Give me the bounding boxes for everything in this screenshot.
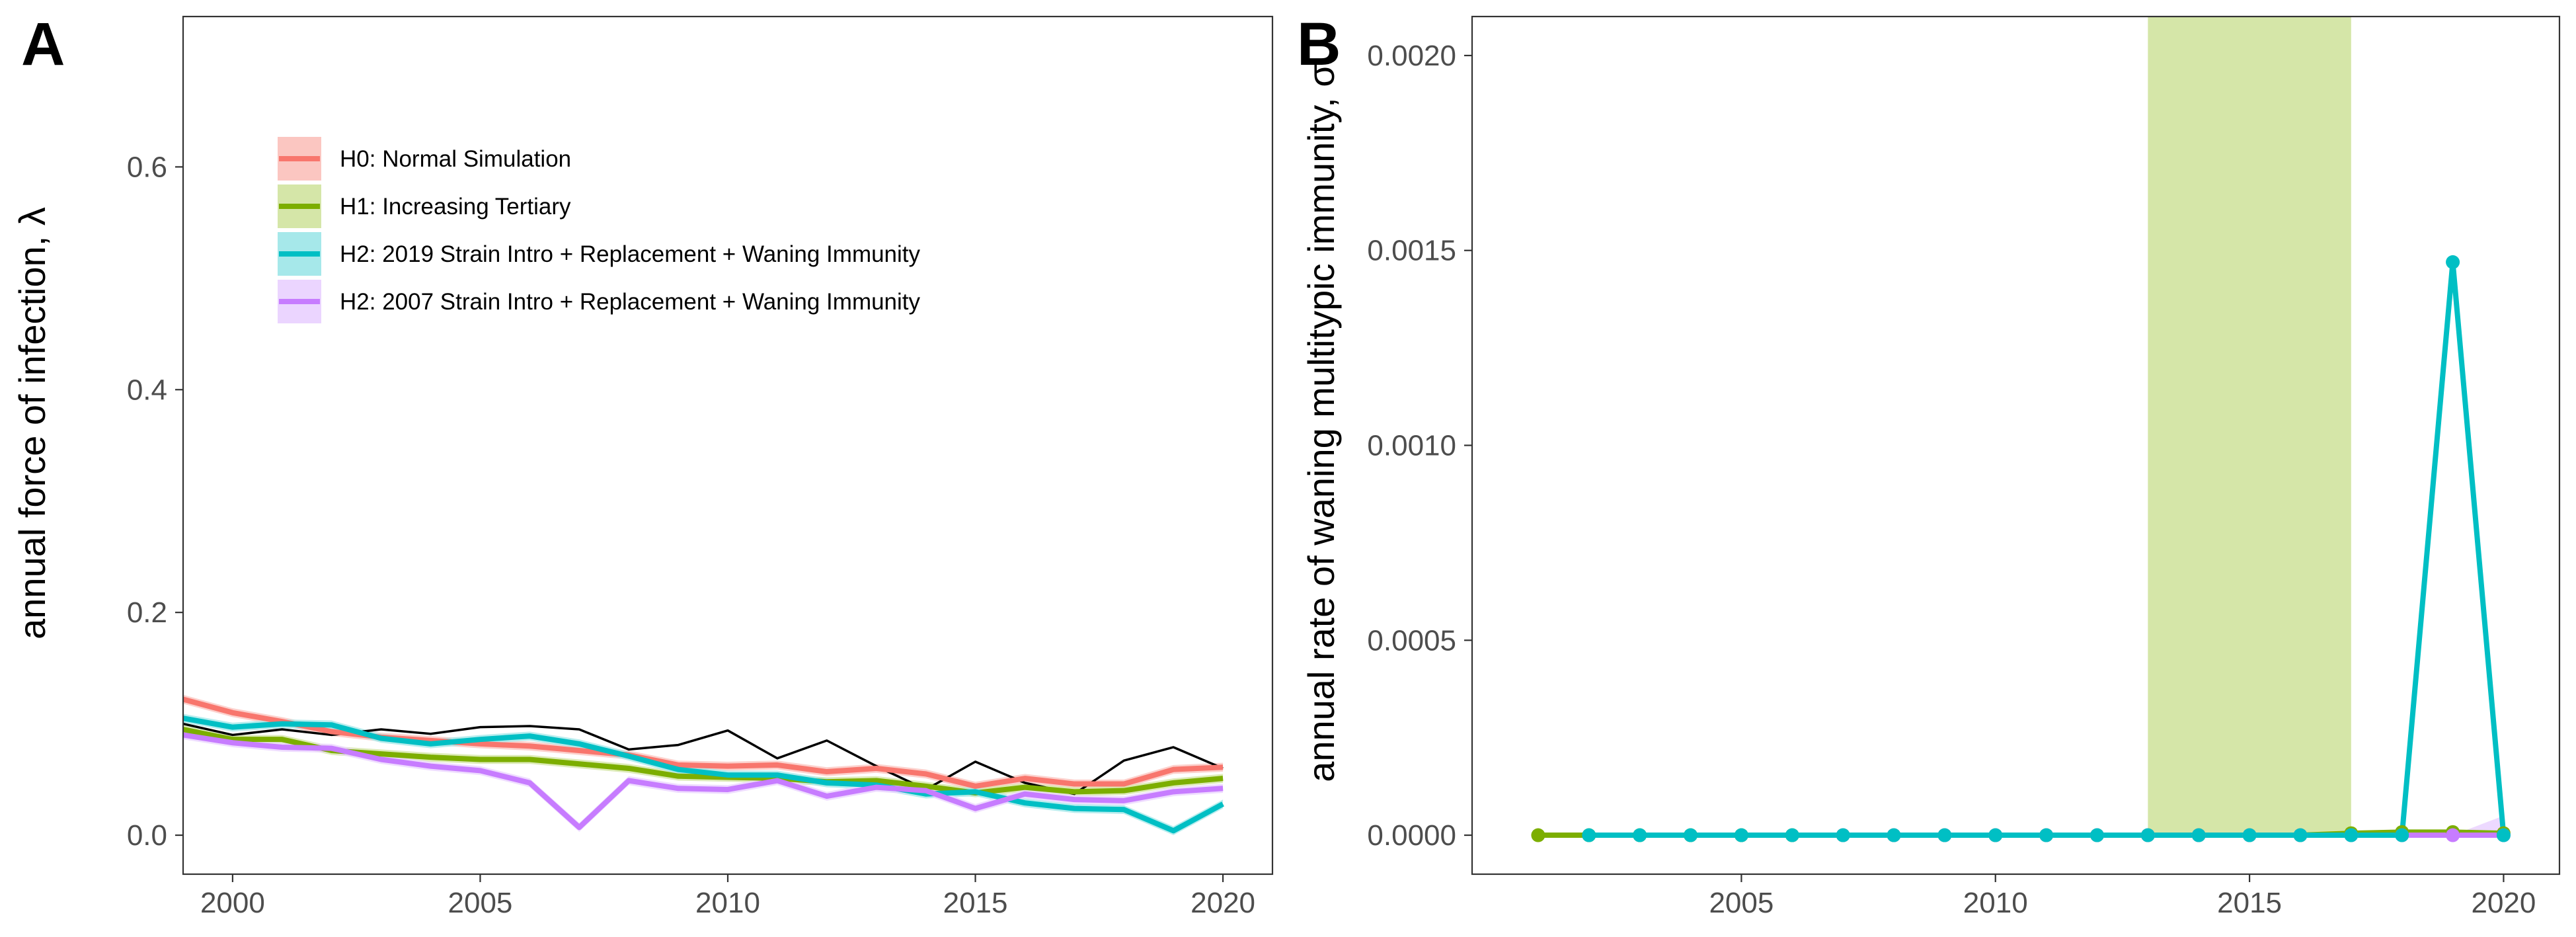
panel-b-point [1734, 828, 1748, 842]
panel-b-letter: B [1297, 11, 1341, 78]
panel-b-y-tick-label: 0.0010 [1367, 430, 1456, 462]
panel-b-point [2496, 828, 2511, 842]
panel-b-point [2039, 828, 2054, 842]
panel-b-points [1531, 255, 2511, 842]
panel-a-lines [182, 696, 1224, 834]
legend-label: H2: 2019 Strain Intro + Replacement + Wa… [340, 241, 921, 267]
panel-b-y-tick-label: 0.0005 [1367, 624, 1456, 657]
panel-a-frame [182, 15, 1274, 876]
panel-b-point [2089, 828, 2104, 842]
panel-a-series-line [182, 715, 1224, 834]
panel-a-series-line [182, 696, 1224, 789]
legend-label: H1: Increasing Tertiary [340, 194, 571, 220]
panel-a-x-tick-label: 2020 [1190, 887, 1255, 919]
panel-b-point [1531, 828, 1545, 842]
panel-b-point [1836, 828, 1850, 842]
panel-b-x-tick-label: 2010 [1963, 887, 2028, 919]
panel-b-point [2140, 828, 2155, 842]
panel-b-point [1937, 828, 1952, 842]
legend-label: H2: 2007 Strain Intro + Replacement + Wa… [340, 289, 921, 315]
panel-a-y-tick-label: 0.4 [127, 374, 167, 406]
panel-b-point [2293, 828, 2308, 842]
panel-b-point [2344, 828, 2359, 842]
panel-b-point [1988, 828, 2003, 842]
panel-a-y-tick-label: 0.6 [127, 151, 167, 183]
panel-b-frame [1471, 15, 2561, 876]
panel-a-axes: 2000 2005 2010 2015 2020 0.0 0.2 0.4 0.6 [127, 151, 1255, 919]
panel-b-point [2446, 255, 2460, 269]
panel-a-y-axis-label: annual force of infection, λ [11, 207, 53, 639]
panel-b-x-tick-label: 2005 [1709, 887, 1774, 919]
panel-b: B annual rate of waning multitypic immun… [1297, 11, 2561, 919]
panel-b-point [2191, 828, 2206, 842]
panel-b-point [1633, 828, 1647, 842]
panel-b-shaded-band [2148, 17, 2351, 836]
panel-b-shaded-region [2148, 17, 2504, 837]
panel-a-x-tick-label: 2000 [200, 887, 265, 919]
panel-b-y-tick-label: 0.0020 [1367, 40, 1456, 72]
panel-a-series-band [183, 694, 1224, 791]
panel-b-y-tick-label: 0.0015 [1367, 235, 1456, 267]
panel-a-x-tick-label: 2010 [695, 887, 760, 919]
panel-a-y-tick-label: 0.0 [127, 819, 167, 852]
panel-b-y-axis-label: annual rate of waning multitypic immunit… [1300, 64, 1342, 782]
panel-a: A annual force of infection, λ 2000 2005 2… [11, 11, 1274, 919]
panel-b-point [2446, 828, 2460, 842]
panel-b-x-tick-label: 2020 [2471, 887, 2536, 919]
panel-b-point [1887, 828, 1901, 842]
panel-a-series-line [182, 732, 1224, 831]
panel-b-point [1582, 828, 1596, 842]
panel-a-legend: H0: Normal Simulation H1: Increasing Tert… [278, 137, 921, 323]
panel-b-point [2395, 828, 2409, 842]
panel-b-point [1785, 828, 1799, 842]
panel-b-point [1684, 828, 1698, 842]
panel-a-y-tick-label: 0.2 [127, 596, 167, 629]
panel-b-axes: 2005 2010 2015 2020 0.0000 0.0005 0.0010 0.0015… [1367, 40, 2536, 919]
panel-b-point [2242, 828, 2257, 842]
legend-label: H0: Normal Simulation [340, 146, 571, 172]
panel-a-x-tick-label: 2015 [943, 887, 1008, 919]
panel-a-x-tick-label: 2005 [448, 887, 513, 919]
panel-b-y-tick-label: 0.0000 [1367, 819, 1456, 852]
panel-b-x-tick-label: 2015 [2217, 887, 2282, 919]
panel-a-letter: A [21, 11, 65, 78]
